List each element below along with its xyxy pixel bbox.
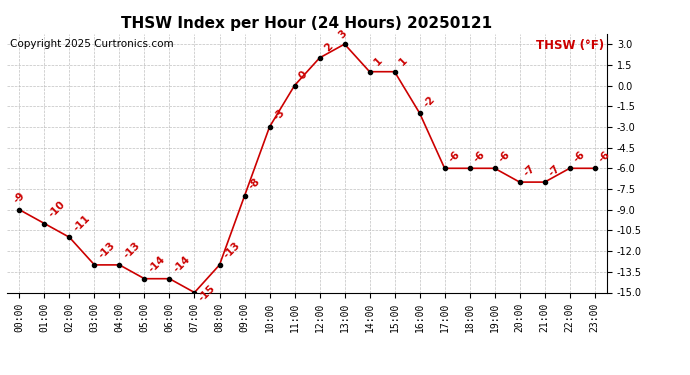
Text: -6: -6 <box>572 149 587 164</box>
Text: Copyright 2025 Curtronics.com: Copyright 2025 Curtronics.com <box>10 39 173 49</box>
Text: -15: -15 <box>197 283 217 303</box>
Text: -6: -6 <box>447 149 462 164</box>
Text: -6: -6 <box>598 149 613 164</box>
Text: -7: -7 <box>547 163 562 178</box>
Text: -13: -13 <box>122 240 142 261</box>
Text: -3: -3 <box>272 108 287 123</box>
Text: 1: 1 <box>372 56 384 68</box>
Text: -2: -2 <box>422 94 437 109</box>
Text: -14: -14 <box>172 254 193 274</box>
Text: 2: 2 <box>322 42 334 54</box>
Text: 1: 1 <box>397 56 409 68</box>
Title: THSW Index per Hour (24 Hours) 20250121: THSW Index per Hour (24 Hours) 20250121 <box>121 16 493 31</box>
Text: 0: 0 <box>297 69 309 81</box>
Text: 3: 3 <box>337 28 349 40</box>
Text: -6: -6 <box>497 149 513 164</box>
Text: -7: -7 <box>522 163 538 178</box>
Text: -6: -6 <box>472 149 487 164</box>
Text: -8: -8 <box>247 177 262 192</box>
Text: -14: -14 <box>147 254 168 274</box>
Text: -13: -13 <box>97 240 117 261</box>
Text: -13: -13 <box>222 240 242 261</box>
Text: THSW (°F): THSW (°F) <box>536 39 604 52</box>
Text: -10: -10 <box>47 199 67 219</box>
Text: -9: -9 <box>12 190 27 206</box>
Text: -11: -11 <box>72 213 92 233</box>
